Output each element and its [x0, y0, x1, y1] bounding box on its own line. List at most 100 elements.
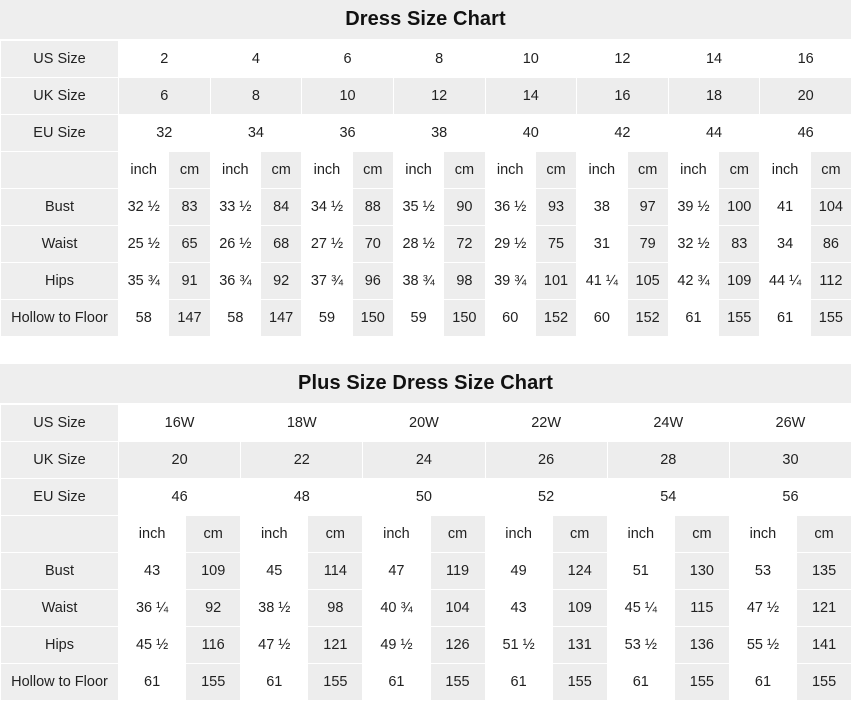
measure-cell: 65 [169, 226, 210, 263]
size-cell: 6 [302, 41, 394, 78]
measure-cell: 124 [552, 553, 607, 590]
measure-cell: 155 [552, 664, 607, 701]
measure-cell: 60 [577, 300, 627, 337]
unit-header-cm: cm [552, 516, 607, 553]
row-label-hollow-to-floor: Hollow to Floor [1, 664, 119, 701]
measure-cell: 121 [308, 627, 363, 664]
size-cell: 20 [119, 442, 241, 479]
unit-header-inch: inch [729, 516, 796, 553]
size-cell: 26W [729, 405, 851, 442]
measure-cell: 155 [674, 664, 729, 701]
measure-cell: 92 [261, 263, 302, 300]
measure-cell: 51 [607, 553, 674, 590]
measure-cell: 150 [444, 300, 485, 337]
measure-cell: 36 ¾ [210, 263, 260, 300]
measure-cell: 41 ¼ [577, 263, 627, 300]
unit-header-cm: cm [674, 516, 729, 553]
plus-chart-title: Plus Size Dress Size Chart [0, 364, 851, 404]
measure-cell: 152 [535, 300, 576, 337]
size-cell: 2 [119, 41, 211, 78]
size-cell: 32 [119, 115, 211, 152]
size-cell: 46 [119, 479, 241, 516]
measure-cell: 55 ½ [729, 627, 796, 664]
measure-cell: 104 [430, 590, 485, 627]
measure-cell: 155 [797, 664, 851, 701]
measure-cell: 141 [797, 627, 851, 664]
measure-cell: 47 ½ [729, 590, 796, 627]
measure-cell: 114 [308, 553, 363, 590]
unit-header-inch: inch [577, 152, 627, 189]
measure-cell: 49 ½ [363, 627, 430, 664]
measure-cell: 109 [552, 590, 607, 627]
measure-cell: 92 [186, 590, 241, 627]
measure-cell: 59 [302, 300, 352, 337]
measure-cell: 90 [444, 189, 485, 226]
measure-cell: 112 [810, 263, 851, 300]
measure-cell: 27 ½ [302, 226, 352, 263]
size-cell: 14 [485, 78, 577, 115]
measure-cell: 155 [430, 664, 485, 701]
measure-cell: 61 [607, 664, 674, 701]
unit-header-cm: cm [810, 152, 851, 189]
row-label-hips: Hips [1, 263, 119, 300]
measure-cell: 36 ¼ [119, 590, 186, 627]
unit-header-inch: inch [363, 516, 430, 553]
unit-header-inch: inch [485, 152, 535, 189]
measure-cell: 100 [719, 189, 760, 226]
measure-cell: 109 [186, 553, 241, 590]
size-cell: 44 [668, 115, 760, 152]
row-label-waist: Waist [1, 226, 119, 263]
unit-header-cm: cm [797, 516, 851, 553]
measure-cell: 152 [627, 300, 668, 337]
measure-cell: 58 [119, 300, 169, 337]
unit-header-cm: cm [186, 516, 241, 553]
unit-header-cm: cm [169, 152, 210, 189]
measure-cell: 130 [674, 553, 729, 590]
measure-cell: 61 [729, 664, 796, 701]
measure-cell: 91 [169, 263, 210, 300]
measure-cell: 105 [627, 263, 668, 300]
measure-cell: 126 [430, 627, 485, 664]
size-cell: 16W [119, 405, 241, 442]
size-cell: 4 [210, 41, 302, 78]
measure-cell: 83 [169, 189, 210, 226]
size-cell: 56 [729, 479, 851, 516]
measure-cell: 33 ½ [210, 189, 260, 226]
row-label-us-size: US Size [1, 41, 119, 78]
size-cell: 28 [607, 442, 729, 479]
measure-cell: 38 ½ [241, 590, 308, 627]
measure-cell: 43 [119, 553, 186, 590]
measure-cell: 75 [535, 226, 576, 263]
measure-cell: 97 [627, 189, 668, 226]
measure-cell: 61 [760, 300, 810, 337]
size-cell: 16 [760, 41, 851, 78]
size-cell: 36 [302, 115, 394, 152]
size-cell: 48 [241, 479, 363, 516]
measure-cell: 45 ½ [119, 627, 186, 664]
size-cell: 18W [241, 405, 363, 442]
measure-cell: 104 [810, 189, 851, 226]
row-label-bust: Bust [1, 553, 119, 590]
measure-cell: 121 [797, 590, 851, 627]
measure-cell: 155 [719, 300, 760, 337]
size-cell: 38 [393, 115, 485, 152]
size-cell: 40 [485, 115, 577, 152]
size-cell: 30 [729, 442, 851, 479]
measure-cell: 70 [352, 226, 393, 263]
size-cell: 20 [760, 78, 851, 115]
